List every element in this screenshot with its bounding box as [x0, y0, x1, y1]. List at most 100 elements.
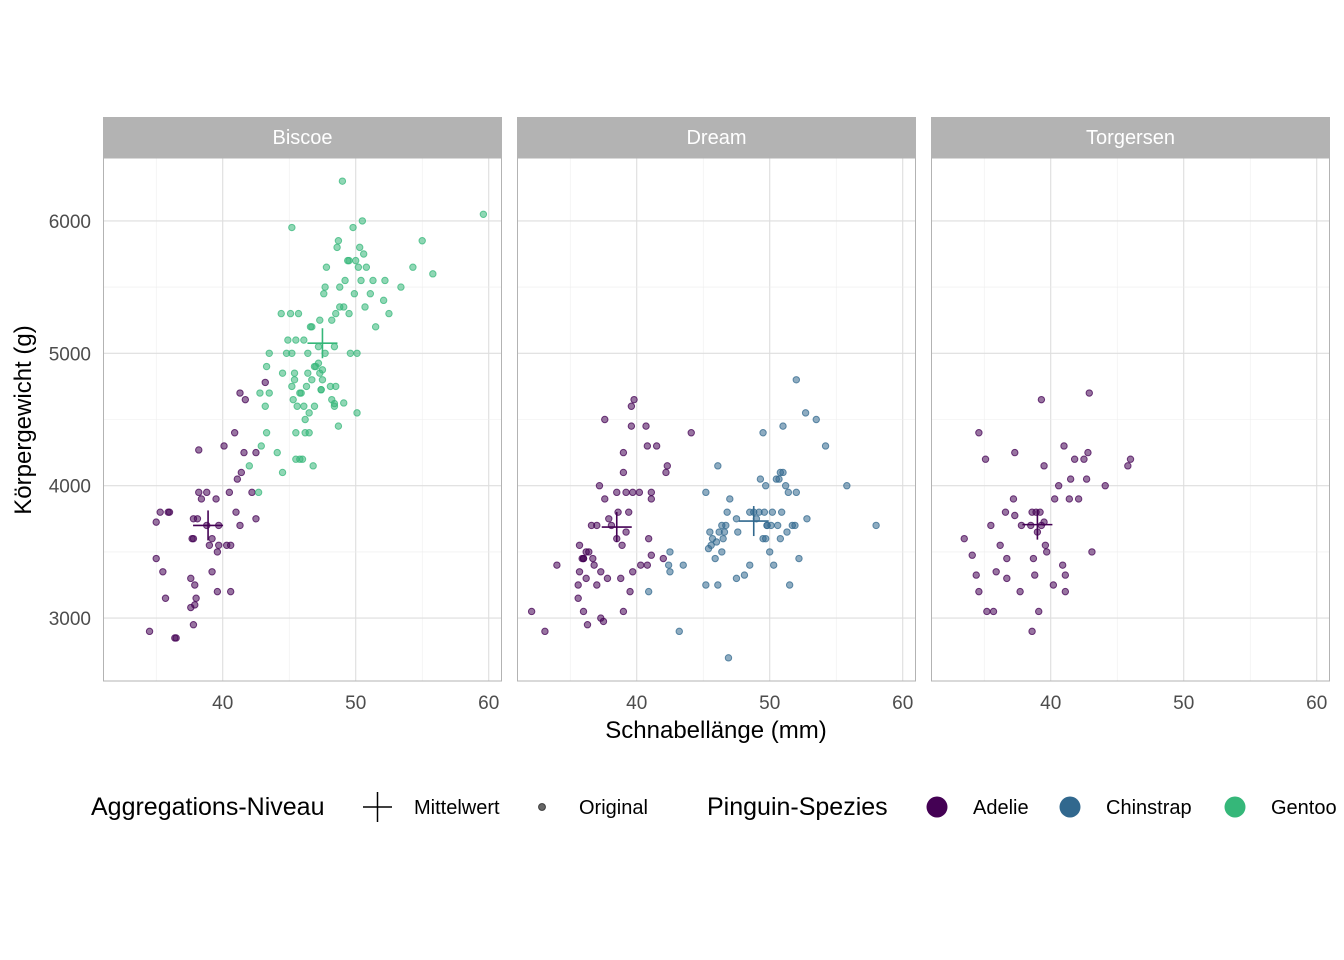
data-point [226, 587, 235, 596]
data-point [290, 376, 299, 384]
data-point [308, 323, 316, 331]
data-point [595, 482, 604, 490]
legend-item-adelie: Adelie [926, 796, 1029, 819]
data-point [622, 528, 630, 536]
data-point [792, 376, 800, 384]
data-point [265, 349, 273, 357]
data-point [341, 276, 349, 285]
data-point [763, 521, 771, 530]
data-point [989, 607, 998, 616]
data-point [262, 429, 271, 437]
data-point [605, 515, 613, 523]
data-point [1124, 462, 1132, 470]
data-point [1060, 442, 1068, 450]
data-point [872, 521, 880, 530]
data-point [601, 495, 609, 503]
legend-item-chinstrap: Chinstrap [1059, 796, 1192, 819]
data-point [724, 654, 733, 662]
data-point [304, 369, 312, 377]
data-point [652, 442, 661, 450]
data-point [599, 617, 608, 626]
data-point [768, 508, 777, 516]
data-point [593, 581, 601, 589]
data-point [345, 309, 353, 318]
data-point [625, 508, 633, 516]
data-point [1088, 548, 1096, 556]
data-point [618, 541, 626, 549]
data-point [195, 446, 203, 454]
data-point [740, 571, 749, 579]
data-point [1035, 607, 1043, 616]
x-tick-label: 40 [212, 693, 233, 714]
data-point [297, 389, 305, 397]
data-point [241, 395, 250, 404]
data-point [972, 571, 980, 579]
data-point [338, 177, 347, 185]
x-tick-label: 60 [892, 693, 913, 714]
data-point [662, 468, 670, 477]
data-point [714, 462, 722, 470]
legend: Aggregations-Niveau Mittelwert Original … [91, 792, 1337, 822]
data-point [332, 309, 340, 318]
data-point [960, 534, 968, 543]
legend-label-original: Original [579, 797, 648, 819]
data-point [318, 376, 327, 384]
data-point [262, 362, 271, 371]
data-point [187, 574, 195, 583]
mean-marker-adelie [1022, 509, 1053, 540]
data-point [353, 409, 361, 417]
data-point [213, 548, 222, 556]
data-point [256, 389, 264, 397]
data-point [1058, 561, 1067, 569]
data-point [385, 309, 393, 318]
data-point [302, 382, 311, 391]
series-adelie [145, 378, 269, 642]
data-point [776, 534, 785, 543]
data-point [245, 462, 254, 470]
data-point [1016, 587, 1024, 596]
legend-item-gentoo: Gentoo [1224, 796, 1337, 819]
data-point [208, 568, 216, 576]
data-point [156, 508, 164, 516]
data-point [296, 455, 304, 463]
data-point [617, 574, 625, 583]
data-point [145, 627, 154, 636]
data-point [627, 422, 636, 430]
gridlines [517, 158, 916, 681]
data-point [193, 515, 202, 523]
data-point [983, 607, 991, 616]
facet-panel-torgersen: Torgersen 40 50 60 [931, 117, 1330, 714]
data-point [762, 482, 770, 490]
data-point [205, 541, 214, 549]
data-point [1054, 482, 1063, 490]
data-point [583, 621, 592, 629]
data-point [189, 621, 198, 629]
data-point [1061, 571, 1070, 579]
data-point [619, 468, 628, 477]
y-tick-label: 4000 [49, 477, 91, 498]
data-point [316, 316, 324, 324]
data-point [527, 607, 536, 616]
data-point [381, 276, 389, 285]
data-point [305, 409, 313, 417]
data-point [1050, 495, 1059, 503]
data-point [192, 594, 200, 602]
series-chinstrap [644, 376, 880, 662]
data-point [726, 495, 734, 503]
data-point [574, 594, 582, 602]
data-point [278, 369, 287, 377]
data-point [619, 448, 628, 457]
data-point [187, 603, 195, 612]
data-point [575, 541, 584, 549]
data-point [349, 223, 357, 232]
data-point [336, 283, 344, 291]
data-point [783, 528, 791, 536]
y-axis-title: Körpergewicht (g) [10, 325, 37, 514]
data-point [305, 429, 313, 437]
legend-title-aggregation: Aggregations-Niveau [91, 793, 324, 821]
data-point [278, 468, 287, 477]
data-point [301, 415, 309, 424]
data-point [1061, 587, 1070, 596]
data-point [332, 382, 340, 391]
